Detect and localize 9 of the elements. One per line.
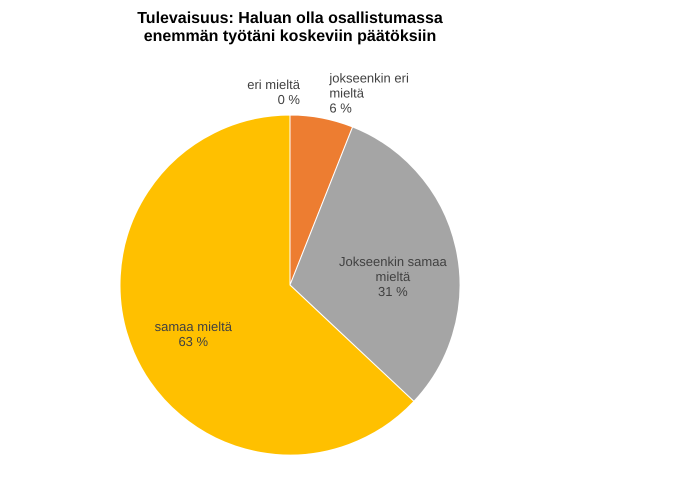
text: 0 % <box>278 92 300 107</box>
category-label: eri mieltä <box>247 77 300 92</box>
slice-label: Jokseenkin samaa mieltä <box>339 254 448 284</box>
slice-label: samaa mieltä <box>154 318 233 334</box>
data-label: 31 % <box>378 284 408 300</box>
chart-title: Tulevaisuus: Haluan olla osallistumassa enemmän työtäni koskeviin päätöksiin <box>137 10 443 45</box>
data-label: 63 % <box>178 334 209 349</box>
slice-label: jokseenkin eri mieltä <box>328 70 409 101</box>
data-label: 6 % <box>329 100 352 116</box>
